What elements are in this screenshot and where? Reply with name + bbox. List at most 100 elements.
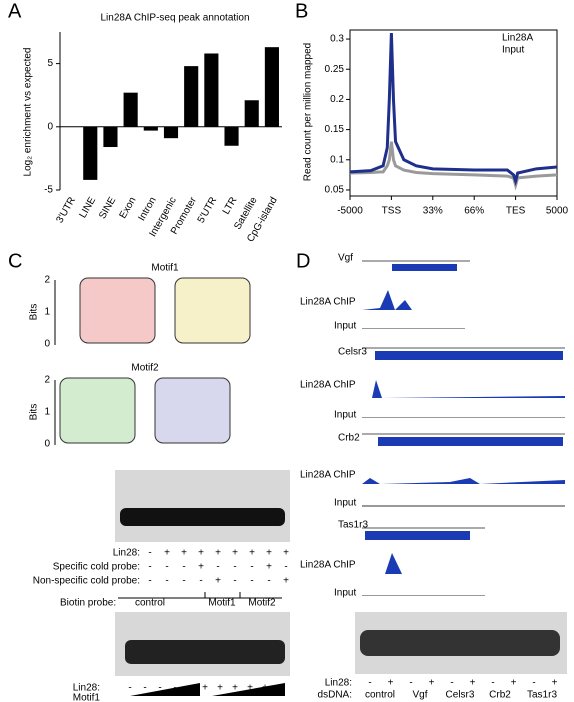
lane-sign: - (182, 562, 185, 573)
group-label: Motif1 (208, 598, 236, 609)
bar (163, 126, 179, 139)
y-tick-label: 0.15 (325, 124, 345, 135)
tick-label: 0 (44, 339, 50, 350)
lane-sign: + (164, 548, 170, 559)
motif-title: Motif2 (131, 363, 159, 374)
lane-sign: + (511, 678, 517, 689)
bar (204, 53, 219, 127)
y-tick-label: 0.3 (330, 34, 344, 45)
y-axis-label: Log₂ enrichment vs expected (23, 48, 34, 177)
lane-sign: - (250, 562, 253, 573)
x-tick-label: Exon (118, 195, 139, 220)
legend-entry: Lin28A (502, 33, 533, 44)
motif-title: Motif1 (151, 263, 179, 274)
lane-sign: + (388, 678, 394, 689)
track-label: Input (334, 410, 356, 421)
track-label: Input (334, 321, 356, 332)
row-label: Lin28: (113, 548, 140, 559)
gene-name: Tas1r3 (338, 520, 368, 531)
track-label: Lin28A ChIP (300, 380, 356, 391)
lane-sign: + (249, 548, 255, 559)
x-tick-label: LINE (78, 195, 99, 220)
group-label: Crb2 (489, 690, 511, 701)
lane-sign: + (198, 562, 204, 573)
group-label: Vgf (412, 690, 427, 701)
lane-sign: - (148, 576, 151, 587)
bar (224, 126, 239, 146)
lane-sign: + (266, 562, 272, 573)
track-label: Lin28A ChIP (300, 470, 356, 481)
lane-sign: + (217, 683, 223, 694)
row-label: Biotin probe: (60, 598, 116, 609)
chart-title: Lin28A ChIP-seq peak annotation (101, 13, 250, 24)
lane-sign: - (284, 562, 287, 573)
gel-band (120, 508, 285, 526)
x-tick-label: 66% (464, 206, 484, 217)
lane-sign: + (215, 548, 221, 559)
gene-models (362, 260, 565, 529)
lane-sign: + (232, 683, 238, 694)
y-axis-label: Read count per million mapped (303, 43, 314, 181)
gene-name: Crb2 (338, 433, 360, 444)
x-tick-label: TSS (382, 206, 402, 217)
group-label: Motif2 (248, 598, 276, 609)
bar (244, 100, 259, 127)
lane-sign: - (128, 683, 131, 694)
legend-entry: Input (502, 45, 524, 56)
track-label: Lin28A ChIP (300, 560, 356, 571)
input-signal (362, 328, 565, 596)
tick-label: 1 (44, 407, 50, 418)
lane-sign: + (232, 548, 238, 559)
gel-band (125, 640, 285, 664)
y-tick-label: 0.1 (330, 154, 344, 165)
data-line (349, 141, 558, 191)
x-tick-label: TES (506, 206, 526, 217)
panel-letter: C (8, 250, 22, 272)
gel-band (360, 630, 560, 656)
panel-letter: B (295, 0, 308, 22)
x-tick-label: 3'UTR (54, 195, 78, 225)
lane-sign: - (216, 562, 219, 573)
lane-sign: + (181, 548, 187, 559)
x-tick-label: LTR (221, 195, 240, 216)
lane-sign: + (283, 548, 289, 559)
x-tick-label: SINE (97, 195, 118, 221)
axis-label: Bits (29, 404, 40, 421)
lane-sign: - (409, 678, 412, 689)
lane-sign: - (182, 576, 185, 587)
x-tick-label: 5000 (546, 206, 569, 217)
lane-sign: - (199, 576, 202, 587)
lane-sign: - (368, 678, 371, 689)
data-line (349, 32, 558, 187)
lane-sign: + (429, 678, 435, 689)
x-tick-label: 5'UTR (196, 195, 220, 225)
y-tick-label: 0.2 (330, 94, 344, 105)
axis-label: Bits (29, 304, 40, 321)
lane-sign: - (143, 683, 146, 694)
group-label: control (365, 690, 395, 701)
row-label: dsDNA: (318, 690, 352, 701)
lane-sign: + (262, 683, 268, 694)
x-tick-label: -5000 (337, 206, 363, 217)
y-tick-label: 0.25 (325, 64, 345, 75)
row-label: Lin28: (73, 683, 100, 694)
y-tick-label: 0.05 (325, 185, 345, 196)
lane-sign: + (266, 548, 272, 559)
bar (184, 66, 199, 127)
lane-sign: + (552, 678, 558, 689)
motif-box (79, 277, 156, 344)
tick-label: 1 (44, 307, 50, 318)
row-label: Lin28: (325, 678, 352, 689)
row-label: Non-specific cold probe: (33, 576, 140, 587)
lane-sign: + (283, 576, 289, 587)
lane-sign: - (267, 576, 270, 587)
bar (264, 47, 279, 127)
row-label: Motif1 (73, 693, 101, 702)
wedge (130, 683, 285, 696)
lane-sign: - (165, 576, 168, 587)
x-tick-label: 33% (423, 206, 443, 217)
lane-sign: + (277, 683, 283, 694)
lane-sign: + (247, 683, 253, 694)
lane-sign: - (491, 678, 494, 689)
